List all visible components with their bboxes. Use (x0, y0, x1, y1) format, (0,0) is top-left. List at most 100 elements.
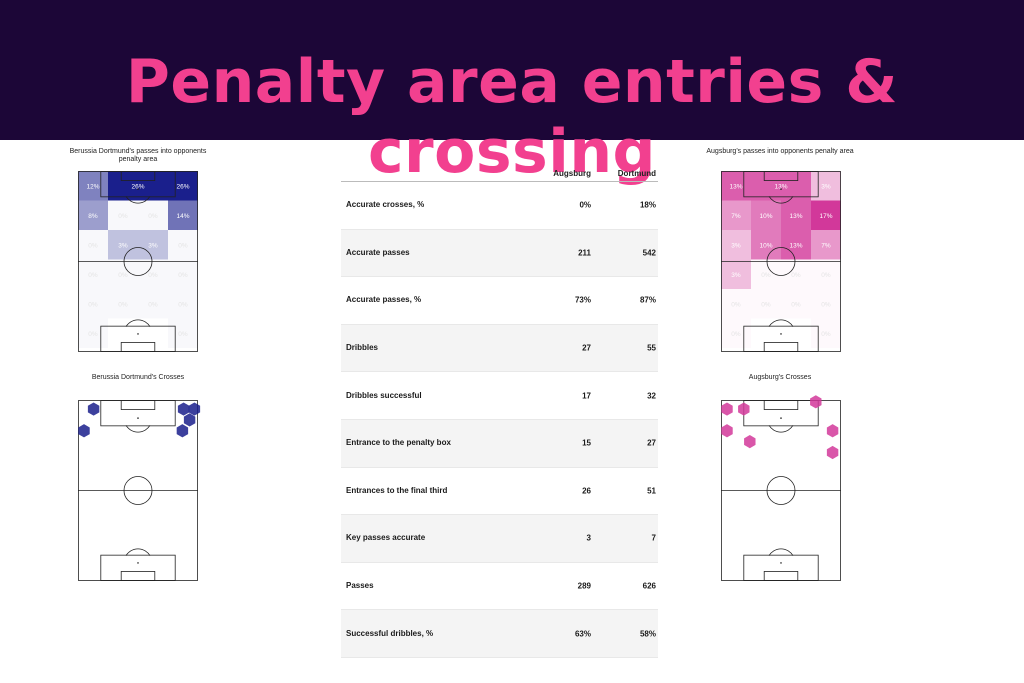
bottom-penalty-box (743, 554, 819, 581)
center-circle (766, 476, 796, 505)
heatmap-cell (78, 200, 108, 230)
heatmap-cell (721, 259, 751, 289)
cross-hexbin (826, 424, 839, 438)
stat-label: Dribbles successful (346, 390, 422, 400)
heatmap-cell-label: 0% (118, 272, 128, 279)
heatmap-cell-label: 7% (821, 242, 831, 249)
heatmap-cell (168, 171, 198, 201)
bottom-penalty-box (743, 325, 819, 352)
bottom-six-yard-box (763, 571, 799, 581)
stat-value-augsburg: 27 (582, 343, 591, 353)
heatmap-cell-label: 14% (176, 213, 189, 220)
cross-hexbin (87, 402, 100, 416)
stat-label: Passes (346, 581, 374, 591)
stat-value-augsburg: 63% (574, 629, 591, 639)
stat-value-dortmund: 51 (647, 486, 656, 496)
heatmap-cell-label: 0% (761, 272, 771, 279)
heatmap-cell-label: 13% (774, 183, 787, 190)
bottom-penalty-spot (780, 562, 782, 564)
heatmap-cell-label: 7% (731, 213, 741, 220)
cross-hexbin (826, 445, 839, 460)
stat-label: Accurate passes (346, 247, 410, 257)
stat-value-dortmund: 18% (639, 200, 656, 210)
table-row: Dribbles successful 17 32 (341, 372, 658, 420)
table-row: Accurate passes 211 542 (341, 229, 658, 278)
bottom-penalty-arc (125, 319, 151, 327)
bottom-penalty-arc (768, 548, 794, 556)
stat-value-augsburg: 211 (578, 248, 591, 258)
stat-label: Key passes accurate (346, 533, 426, 543)
heatmap-cell (108, 171, 168, 201)
heatmap-cell-label: 0% (88, 272, 98, 279)
stat-value-augsburg: 15 (582, 438, 591, 448)
heatmap-cell-label: 0% (118, 301, 128, 308)
top-six-yard-box (120, 171, 156, 181)
column-header-augsburg: Augsburg (553, 169, 591, 178)
dortmund-passes-pitch: 12% 26% 26% 8% 0% 0% 14% 0% 3% 3% 0% 0% 0% 0% 0% 0% 0% 0%… (78, 171, 198, 352)
dortmund-crosses-title: Berussia Dortmund's Crosses (91, 374, 185, 381)
heatmap-cell-label: 0% (148, 272, 158, 279)
augsburg-crosses-pitch (721, 395, 841, 581)
table-row: Entrances to the final third 26 51 (341, 468, 658, 516)
stat-value-dortmund: 542 (642, 248, 656, 258)
stat-value-augsburg: 17 (582, 391, 591, 401)
heatmap-cell-label: 10% (759, 242, 772, 249)
cross-hexbin (738, 402, 750, 416)
heatmap-cell (138, 230, 168, 260)
heatmap-cell-label: 0% (731, 301, 741, 308)
stat-label: Successful dribbles, % (346, 628, 434, 638)
top-penalty-spot (780, 417, 782, 419)
top-six-yard-box (763, 400, 799, 410)
heatmap-cell-label: 13% (789, 213, 802, 220)
column-header-dortmund: Dortmund (617, 169, 656, 178)
stat-value-augsburg: 26 (582, 486, 591, 496)
bottom-penalty-spot (780, 333, 782, 335)
stat-value-augsburg: 73% (574, 295, 591, 305)
top-penalty-box (100, 400, 176, 427)
heatmap-cell-label: 3% (731, 242, 741, 249)
heatmap-cell-label: 0% (148, 213, 158, 220)
stat-label: Entrances to the final third (346, 485, 448, 495)
stat-value-dortmund: 87% (639, 295, 656, 305)
heatmap-cell (751, 230, 781, 260)
cross-hexbin (744, 435, 756, 449)
heatmap-cell (781, 200, 811, 230)
heatmap-cell (811, 171, 841, 201)
heatmap-cell-label: 13% (729, 183, 742, 190)
heatmap-cell-label: 26% (131, 183, 144, 190)
heatmap-cell-label: 0% (791, 301, 801, 308)
augsburg-crosses-title: Augsburg's Crosses (748, 374, 812, 381)
heatmap-cell-label: 0% (88, 331, 98, 338)
stat-value-dortmund: 32 (647, 391, 656, 401)
heatmap-cell (721, 230, 751, 260)
stat-label: Accurate passes, % (346, 295, 422, 305)
heatmap-cell-label: 0% (178, 301, 188, 308)
heatmap-cell (721, 171, 751, 201)
cross-hexbin (177, 402, 190, 416)
heatmap-cell-label: 0% (178, 242, 188, 249)
heatmap-cell-label: 0% (178, 272, 188, 279)
bottom-penalty-spot (137, 333, 139, 335)
stat-value-augsburg: 289 (577, 581, 591, 591)
heatmap-cell-label: 0% (821, 272, 831, 279)
heatmap-cell-label: 3% (731, 272, 741, 279)
heatmap-cell-label: 17% (819, 213, 832, 220)
stat-label: Dribbles (346, 343, 379, 353)
table-row: Passes 289 626 (341, 563, 658, 611)
heatmap-cell-label: 0% (791, 272, 801, 279)
heatmap-cell (751, 200, 781, 230)
table-row: Entrance to the penalty box 15 27 (341, 419, 658, 468)
augsburg-passes-title: Augsburg's passes into opponents penalty… (706, 148, 854, 155)
stat-value-dortmund: 27 (647, 438, 656, 448)
cross-hexbin (810, 395, 822, 409)
augsburg-passes-pitch: 13% 13% 3% 7% 10% 13% 17% 3% 10% 13% 7% 3% 0% 0% 0% 0% 0… (721, 171, 841, 352)
heatmap-cell-label: 0% (821, 331, 831, 338)
bottom-penalty-arc (125, 548, 151, 556)
top-penalty-spot (137, 417, 139, 419)
stats-table: Augsburg Dortmund Accurate crosses, % 0% 1… (341, 165, 658, 658)
stat-value-dortmund: 7 (651, 533, 656, 543)
top-penalty-spot (780, 188, 782, 190)
heatmap-cell-label: 0% (178, 331, 188, 338)
header-banner: Penalty area entries & crossing (0, 0, 1024, 187)
cross-hexbin (183, 413, 196, 427)
